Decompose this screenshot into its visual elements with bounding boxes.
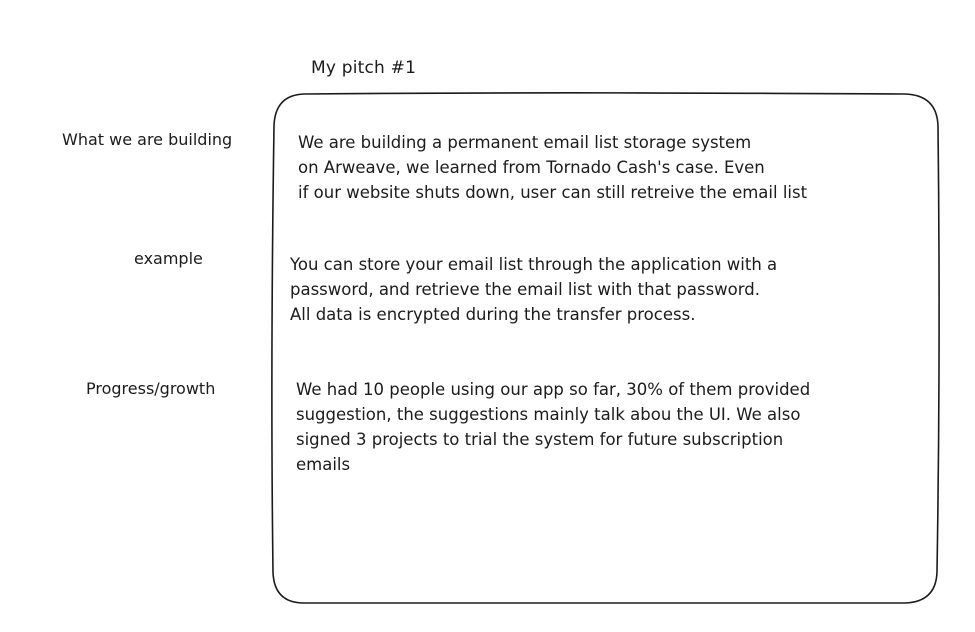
section-label-progress: Progress/growth — [86, 379, 216, 398]
section-label-example: example — [134, 249, 203, 268]
section-text-building: We are building a permanent email list s… — [298, 130, 807, 205]
text-line: All data is encrypted during the transfe… — [290, 305, 696, 324]
text-line: emails — [296, 455, 351, 474]
text-line: signed 3 projects to trial the system fo… — [296, 430, 784, 449]
page-title: My pitch #1 — [311, 58, 417, 78]
section-text-progress: We had 10 people using our app so far, 3… — [296, 377, 810, 477]
text-line: We are building a permanent email list s… — [298, 133, 752, 152]
text-line: suggestion, the suggestions mainly talk … — [296, 405, 801, 424]
text-line: on Arweave, we learned from Tornado Cash… — [298, 158, 765, 177]
section-text-example: You can store your email list through th… — [290, 252, 777, 327]
text-line: password, and retrieve the email list wi… — [290, 280, 760, 299]
text-line: We had 10 people using our app so far, 3… — [296, 380, 811, 399]
section-label-building: What we are building — [62, 130, 233, 149]
text-line: if our website shuts down, user can stil… — [298, 183, 808, 202]
text-line: You can store your email list through th… — [290, 255, 778, 274]
